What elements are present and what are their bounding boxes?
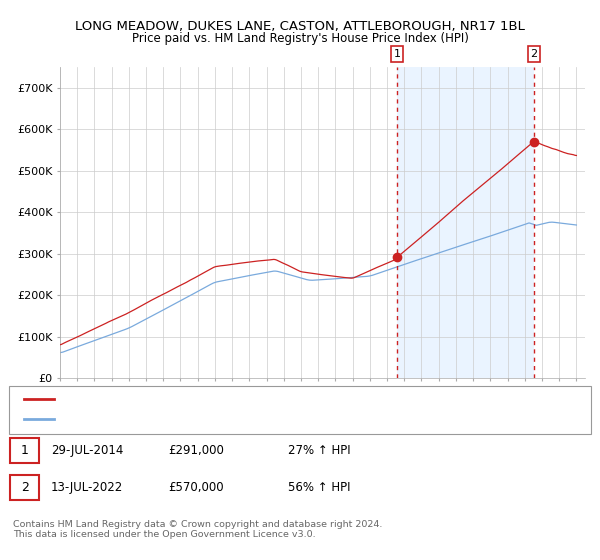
- Text: 1: 1: [20, 444, 29, 458]
- Bar: [397, 67, 534, 378]
- Text: £570,000: £570,000: [168, 480, 224, 494]
- Text: 1: 1: [394, 49, 401, 59]
- Text: 27% ↑ HPI: 27% ↑ HPI: [288, 444, 350, 458]
- Text: Contains HM Land Registry data © Crown copyright and database right 2024.
This d: Contains HM Land Registry data © Crown c…: [13, 520, 383, 539]
- Text: HPI: Average price, detached house, Breckland: HPI: Average price, detached house, Brec…: [57, 414, 302, 424]
- Text: 2: 2: [530, 49, 538, 59]
- Text: £291,000: £291,000: [168, 444, 224, 458]
- Text: LONG MEADOW, DUKES LANE, CASTON, ATTLEBOROUGH, NR17 1BL (detached house): LONG MEADOW, DUKES LANE, CASTON, ATTLEBO…: [57, 394, 505, 404]
- Text: 13-JUL-2022: 13-JUL-2022: [51, 480, 123, 494]
- Text: 2: 2: [20, 480, 29, 494]
- Text: 29-JUL-2014: 29-JUL-2014: [51, 444, 124, 458]
- Text: LONG MEADOW, DUKES LANE, CASTON, ATTLEBOROUGH, NR17 1BL: LONG MEADOW, DUKES LANE, CASTON, ATTLEBO…: [75, 20, 525, 32]
- Text: 56% ↑ HPI: 56% ↑ HPI: [288, 480, 350, 494]
- Text: Price paid vs. HM Land Registry's House Price Index (HPI): Price paid vs. HM Land Registry's House …: [131, 32, 469, 45]
